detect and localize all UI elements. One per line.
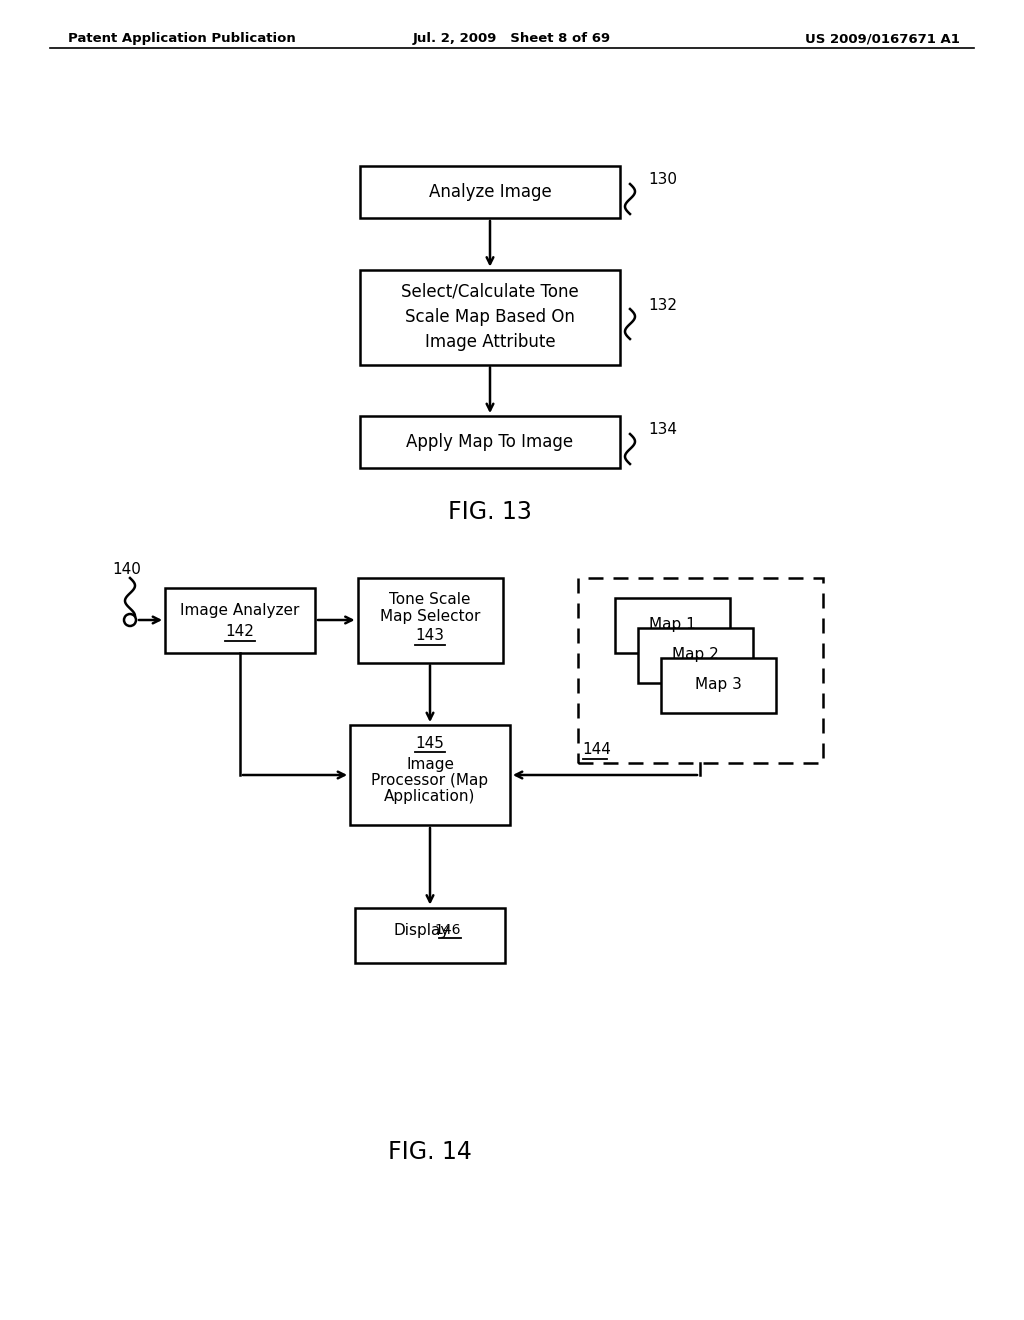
Text: Map Selector: Map Selector <box>380 609 480 623</box>
Bar <box>360 269 620 364</box>
Text: Map 1: Map 1 <box>648 618 695 632</box>
Text: Map 2: Map 2 <box>672 648 719 663</box>
Text: US 2009/0167671 A1: US 2009/0167671 A1 <box>805 32 961 45</box>
Bar <box>350 725 510 825</box>
Text: Analyze Image: Analyze Image <box>429 183 551 201</box>
Text: 140: 140 <box>112 562 141 578</box>
Text: Apply Map To Image: Apply Map To Image <box>407 433 573 451</box>
Text: Jul. 2, 2009   Sheet 8 of 69: Jul. 2, 2009 Sheet 8 of 69 <box>413 32 611 45</box>
Text: Tone Scale: Tone Scale <box>389 593 471 607</box>
Text: 142: 142 <box>225 624 254 639</box>
Bar <box>578 578 822 763</box>
Text: Select/Calculate Tone
Scale Map Based On
Image Attribute: Select/Calculate Tone Scale Map Based On… <box>401 282 579 351</box>
Text: 146: 146 <box>435 923 461 937</box>
Text: FIG. 13: FIG. 13 <box>449 500 531 524</box>
Bar <box>165 587 315 652</box>
Circle shape <box>124 614 136 626</box>
Text: Image Analyzer: Image Analyzer <box>180 602 300 618</box>
Bar <box>360 166 620 218</box>
Text: 134: 134 <box>648 422 677 437</box>
Text: Processor (Map: Processor (Map <box>372 772 488 788</box>
Text: 143: 143 <box>416 628 444 644</box>
Bar <box>355 908 505 962</box>
Bar <box>638 627 753 682</box>
Bar <box>660 657 775 713</box>
Text: Patent Application Publication: Patent Application Publication <box>68 32 296 45</box>
Text: 145: 145 <box>416 735 444 751</box>
Text: Display: Display <box>394 923 451 937</box>
Bar <box>357 578 503 663</box>
Text: Map 3: Map 3 <box>694 677 741 693</box>
Text: Image: Image <box>406 758 454 772</box>
Text: 144: 144 <box>583 742 611 758</box>
Text: 132: 132 <box>648 297 677 313</box>
Bar <box>614 598 729 652</box>
Text: 130: 130 <box>648 173 677 187</box>
Text: Application): Application) <box>384 789 476 804</box>
Text: FIG. 14: FIG. 14 <box>388 1140 472 1164</box>
Bar <box>360 416 620 469</box>
